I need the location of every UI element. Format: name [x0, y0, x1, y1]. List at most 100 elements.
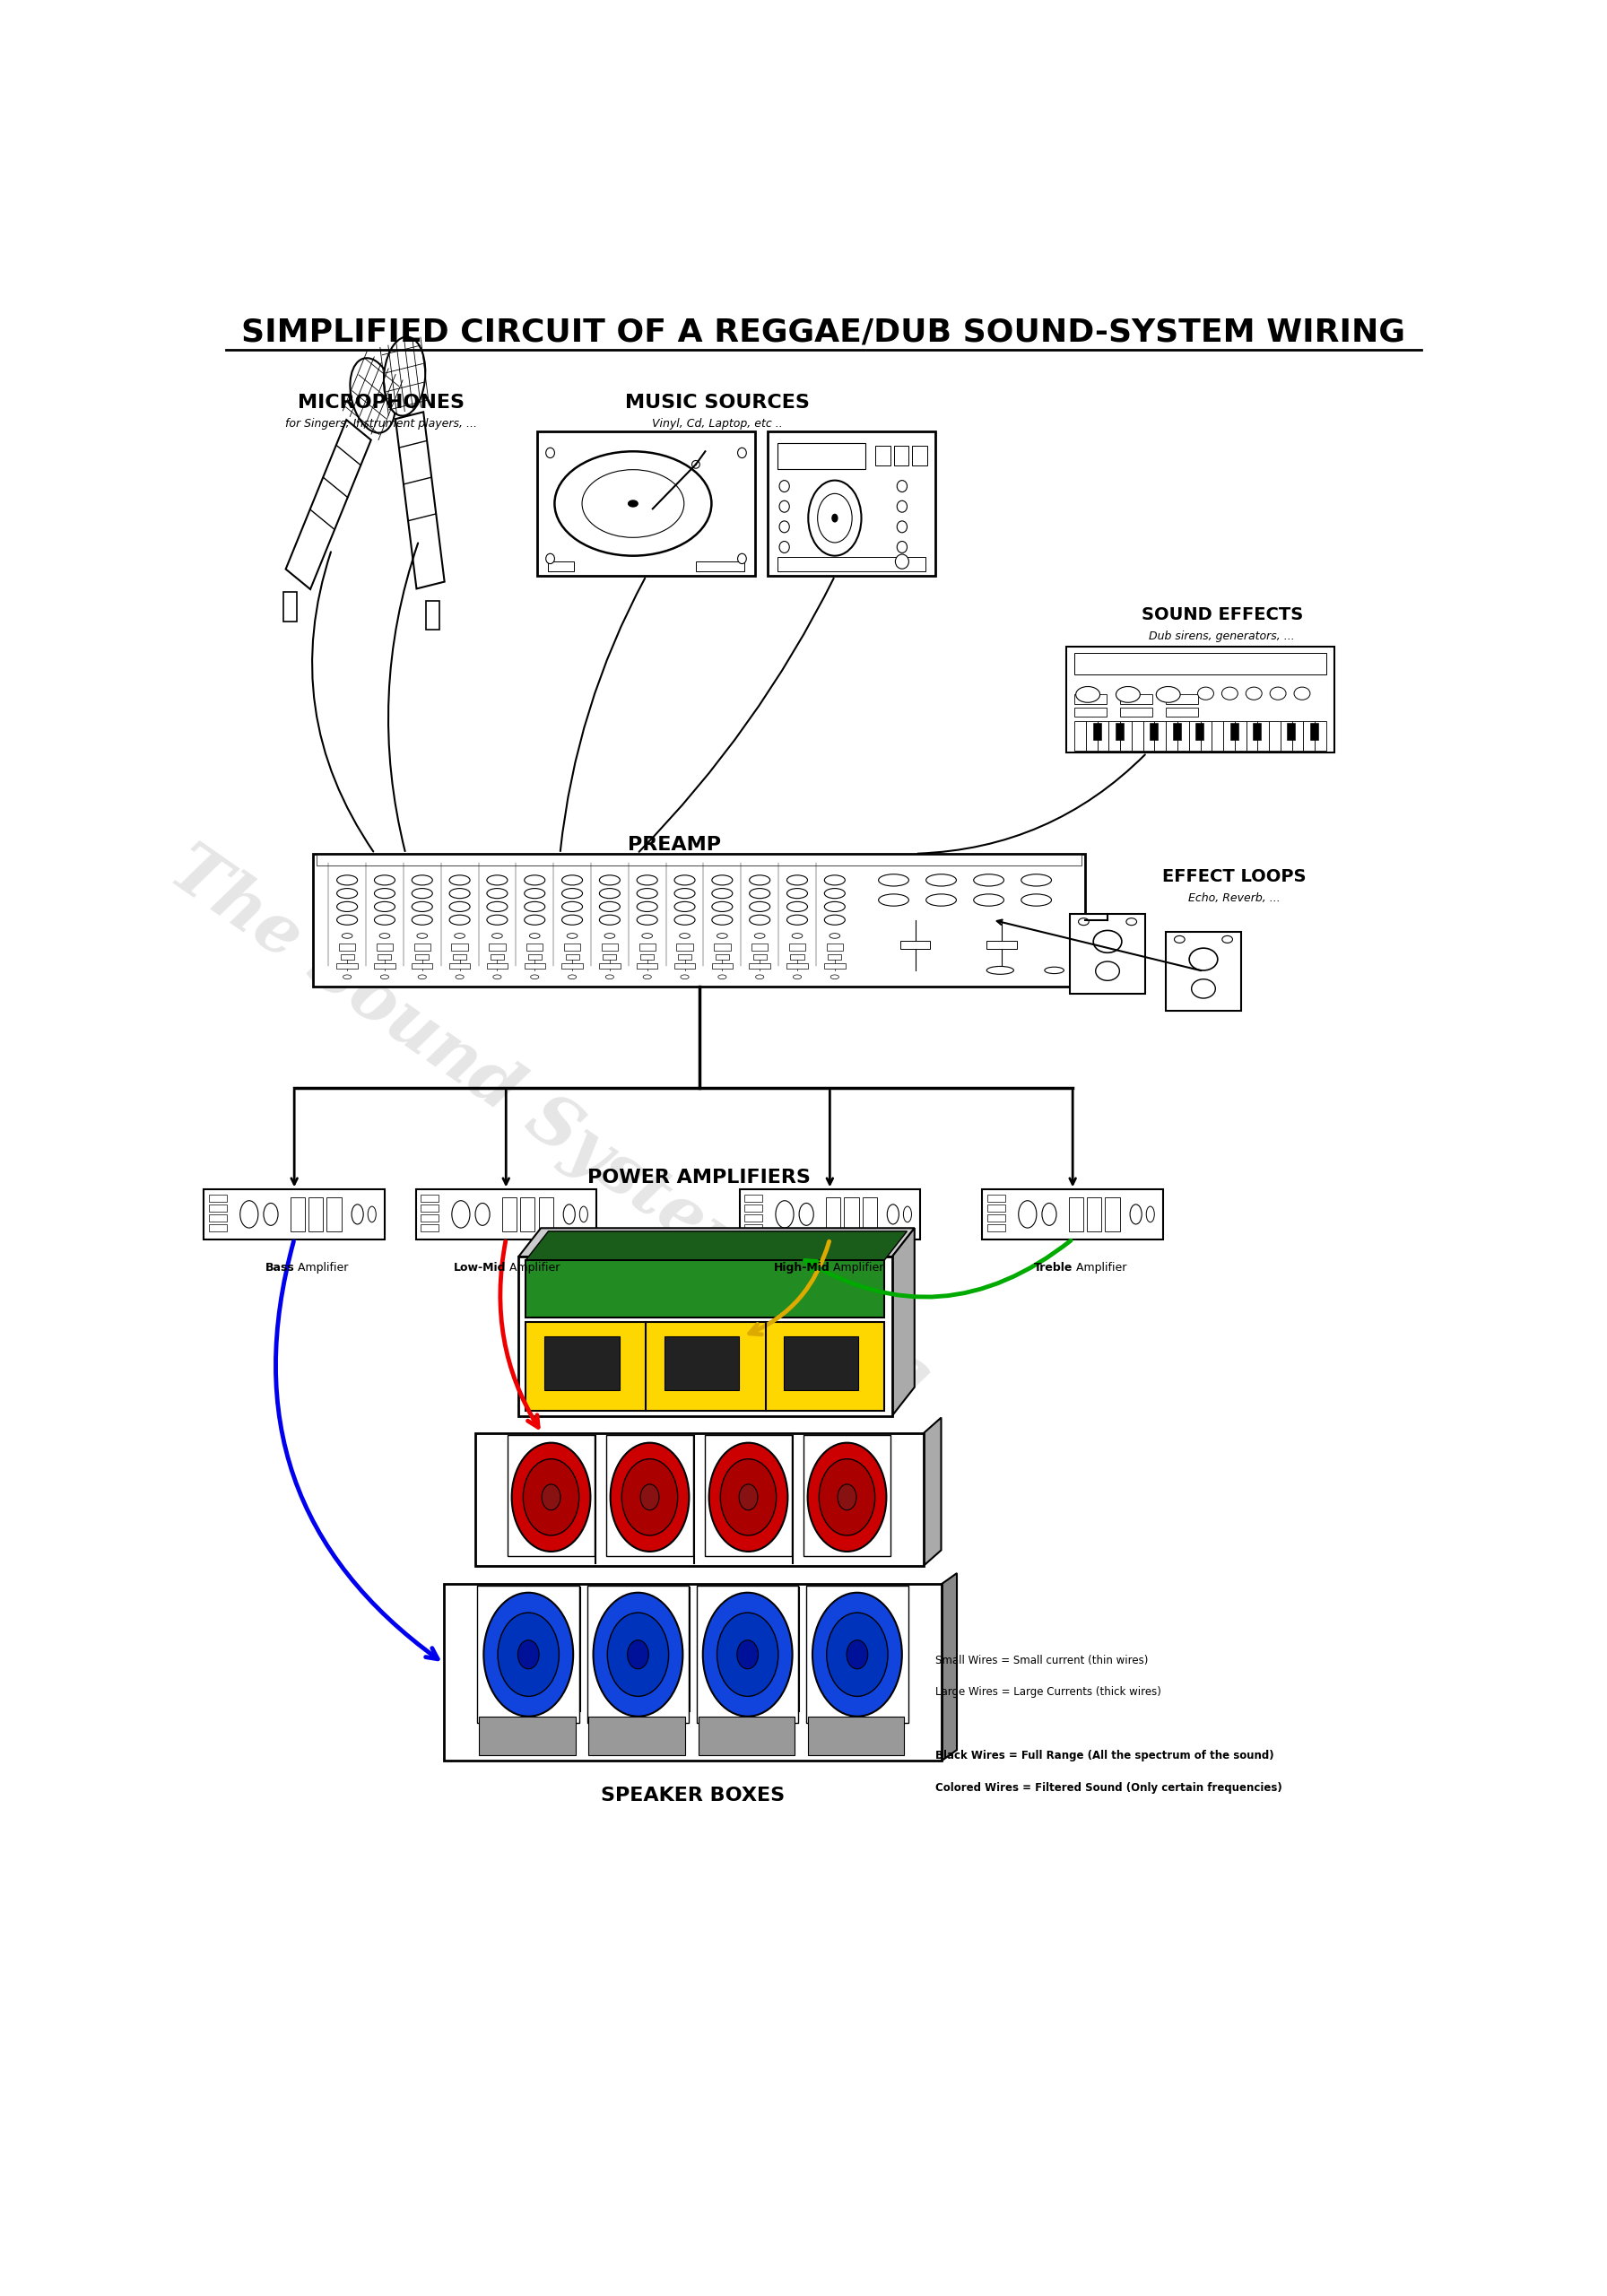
Bar: [696, 563, 744, 572]
Ellipse shape: [1041, 1203, 1056, 1226]
Ellipse shape: [484, 1593, 574, 1717]
Bar: [791, 955, 804, 960]
Bar: [1245, 721, 1258, 751]
Ellipse shape: [779, 542, 789, 553]
Ellipse shape: [524, 875, 545, 886]
Ellipse shape: [562, 902, 582, 912]
Ellipse shape: [493, 976, 501, 978]
Bar: [749, 962, 770, 969]
Bar: [529, 955, 542, 960]
Bar: [477, 1587, 579, 1722]
Text: Dub sirens, generators, ...: Dub sirens, generators, ...: [1149, 631, 1295, 643]
Ellipse shape: [542, 1483, 561, 1511]
Ellipse shape: [808, 1442, 887, 1552]
Ellipse shape: [337, 875, 357, 886]
Text: MICROPHONES: MICROPHONES: [297, 395, 464, 411]
Bar: [752, 944, 768, 951]
Bar: [1303, 721, 1315, 751]
Ellipse shape: [517, 1639, 538, 1669]
Bar: [588, 1717, 685, 1754]
Ellipse shape: [599, 875, 620, 886]
Ellipse shape: [374, 902, 395, 912]
Ellipse shape: [1096, 962, 1120, 980]
Ellipse shape: [712, 914, 733, 925]
Ellipse shape: [826, 1612, 887, 1697]
Ellipse shape: [1127, 918, 1136, 925]
Bar: [378, 955, 392, 960]
Ellipse shape: [636, 902, 657, 912]
Ellipse shape: [411, 889, 432, 898]
Text: SIMPLIFIED CIRCUIT OF A REGGAE/DUB SOUND-SYSTEM WIRING: SIMPLIFIED CIRCUIT OF A REGGAE/DUB SOUND…: [241, 317, 1406, 347]
Bar: [525, 1322, 884, 1412]
Bar: [1075, 721, 1086, 751]
Bar: [489, 944, 506, 951]
Ellipse shape: [411, 914, 432, 925]
Ellipse shape: [1270, 687, 1286, 700]
Ellipse shape: [749, 889, 770, 898]
Ellipse shape: [1223, 937, 1233, 944]
Ellipse shape: [787, 875, 808, 886]
Bar: [739, 1189, 921, 1240]
Ellipse shape: [749, 914, 770, 925]
Bar: [566, 955, 579, 960]
Bar: [601, 944, 619, 951]
Ellipse shape: [1045, 967, 1064, 974]
Bar: [476, 1433, 922, 1566]
Ellipse shape: [487, 889, 508, 898]
Bar: [744, 1194, 762, 1201]
Bar: [1075, 693, 1107, 705]
Ellipse shape: [582, 471, 685, 537]
Ellipse shape: [498, 1612, 559, 1697]
Ellipse shape: [1245, 687, 1261, 700]
Bar: [562, 962, 583, 969]
Ellipse shape: [352, 1205, 363, 1224]
Ellipse shape: [411, 875, 432, 886]
Ellipse shape: [824, 889, 845, 898]
Bar: [824, 962, 845, 969]
Bar: [1189, 721, 1200, 751]
Bar: [784, 1336, 858, 1391]
Bar: [524, 962, 545, 969]
Polygon shape: [922, 1417, 942, 1566]
Bar: [1223, 721, 1234, 751]
Bar: [416, 1189, 596, 1240]
Ellipse shape: [1075, 687, 1099, 703]
Bar: [419, 1215, 439, 1221]
Ellipse shape: [824, 875, 845, 886]
Ellipse shape: [820, 1458, 874, 1536]
Text: Black Wires = Full Range (All the spectrum of the sound): Black Wires = Full Range (All the spectr…: [935, 1750, 1274, 1761]
Text: SOUND EFFECTS: SOUND EFFECTS: [1141, 606, 1303, 625]
Bar: [699, 1717, 795, 1754]
Ellipse shape: [337, 889, 357, 898]
Bar: [1167, 721, 1178, 751]
Ellipse shape: [368, 1205, 376, 1221]
Ellipse shape: [611, 1442, 689, 1552]
Ellipse shape: [895, 553, 910, 569]
Ellipse shape: [717, 932, 728, 939]
Bar: [1075, 707, 1107, 716]
Ellipse shape: [374, 914, 395, 925]
Text: PREAMP: PREAMP: [627, 836, 722, 854]
Ellipse shape: [1019, 1201, 1037, 1228]
Bar: [1178, 721, 1189, 751]
Ellipse shape: [1189, 948, 1218, 971]
Ellipse shape: [675, 875, 694, 886]
Bar: [715, 955, 730, 960]
Ellipse shape: [709, 1442, 787, 1552]
Bar: [1106, 1196, 1120, 1231]
Polygon shape: [519, 1228, 914, 1256]
Bar: [987, 1194, 1004, 1201]
Bar: [1315, 721, 1326, 751]
Bar: [1120, 693, 1152, 705]
Ellipse shape: [384, 338, 426, 416]
Bar: [209, 1205, 227, 1212]
Ellipse shape: [524, 902, 545, 912]
Bar: [452, 944, 468, 951]
Ellipse shape: [779, 480, 789, 491]
Ellipse shape: [452, 1201, 469, 1228]
Ellipse shape: [712, 902, 733, 912]
Ellipse shape: [987, 967, 1014, 974]
Text: Colored Wires = Filtered Sound (Only certain frequencies): Colored Wires = Filtered Sound (Only cer…: [935, 1782, 1282, 1793]
Text: MUSIC SOURCES: MUSIC SOURCES: [625, 395, 810, 411]
Ellipse shape: [974, 875, 1004, 886]
